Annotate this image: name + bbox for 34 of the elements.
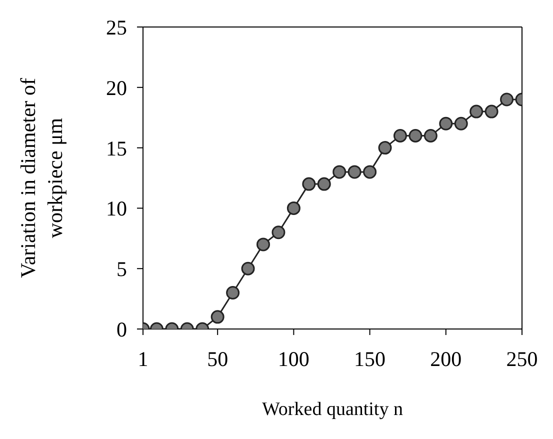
- point: [226, 286, 240, 300]
- y-tick-label: 15: [106, 136, 127, 160]
- x-tick-label: 100: [278, 346, 310, 371]
- y-axis-title: Variation in diameter of workpiece μm: [16, 78, 67, 278]
- x-tick-label: 250: [506, 346, 538, 371]
- y-tick-label: 25: [106, 15, 127, 40]
- point: [272, 226, 286, 240]
- point: [363, 165, 377, 179]
- point: [500, 92, 514, 106]
- point: [286, 201, 300, 215]
- point: [470, 104, 484, 118]
- point: [454, 116, 468, 130]
- point: [348, 165, 362, 179]
- point: [378, 141, 392, 155]
- point: [408, 128, 422, 142]
- point: [424, 128, 438, 142]
- point: [302, 177, 316, 191]
- y-tick-label: 20: [106, 76, 127, 100]
- point: [393, 128, 407, 142]
- x-tick-label: 200: [430, 346, 462, 371]
- y-tick-label: 5: [116, 257, 127, 282]
- point: [332, 165, 346, 179]
- x-tick-label: 1: [138, 346, 148, 371]
- point: [241, 262, 255, 276]
- point: [317, 177, 331, 191]
- point: [484, 104, 498, 118]
- point: [210, 310, 224, 324]
- y-tick-label: 10: [106, 196, 127, 221]
- point: [256, 238, 270, 252]
- y-tick-label: 0: [116, 317, 127, 342]
- x-axis-title: Worked quantity n: [262, 399, 404, 420]
- point: [439, 116, 453, 130]
- x-tick-label: 150: [354, 346, 386, 371]
- x-tick-label: 50: [207, 346, 228, 371]
